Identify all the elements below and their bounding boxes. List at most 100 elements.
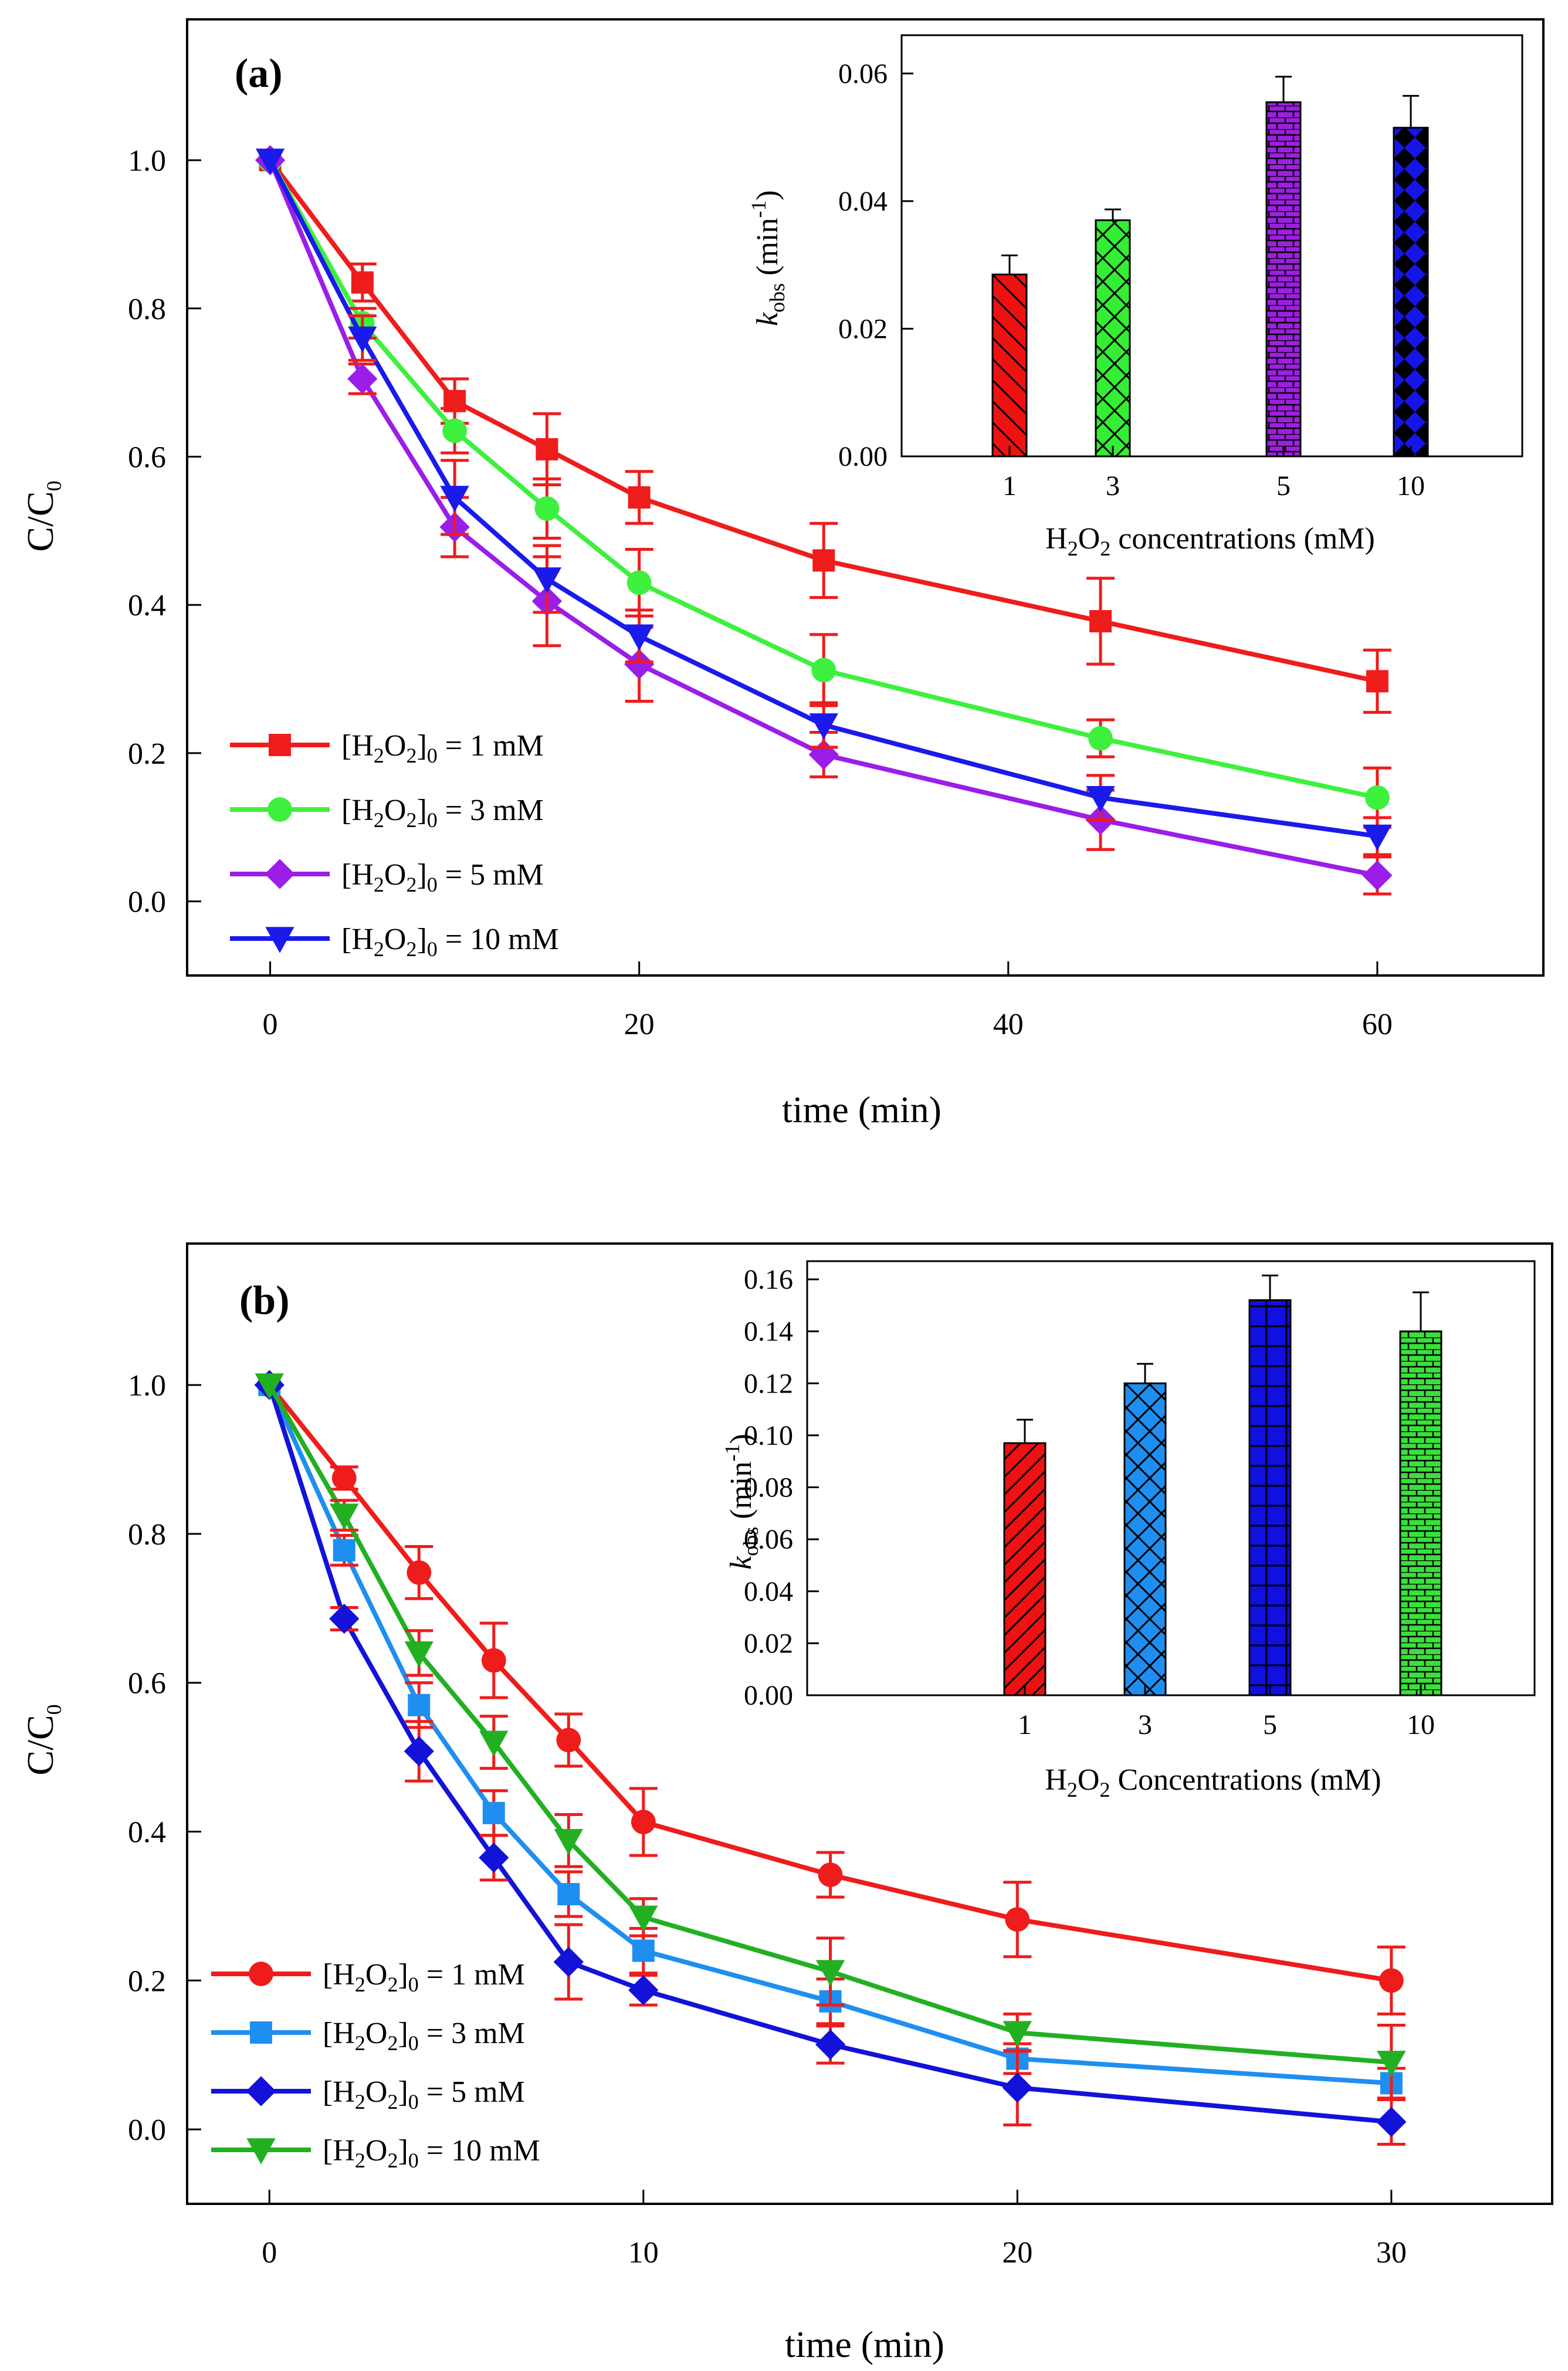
legend-label: [H2O2]0 = 10 mM [341, 923, 559, 961]
marker-triangle [348, 326, 377, 353]
inset-y-tick-label: 0.00 [838, 441, 888, 472]
inset-error-bar [1403, 94, 1419, 128]
legend-part: O [384, 923, 407, 956]
marker-diamond [808, 739, 839, 770]
inset-y-tick-label: 0.00 [744, 1680, 793, 1711]
legend-label: [H2O2]0 = 1 mM [341, 729, 544, 767]
legend-part: O [384, 729, 407, 763]
legend-part: = 10 mM [438, 923, 559, 956]
legend-entry: [H2O2]0 = 10 mM [211, 2134, 540, 2172]
legend-part: 0 [408, 2090, 419, 2113]
legend-part: 2 [374, 873, 384, 896]
marker-square [250, 2021, 272, 2044]
marker-circle [818, 1862, 843, 1888]
legend-entry: [H2O2]0 = 5 mM [230, 858, 544, 896]
marker-triangle [809, 713, 838, 740]
legend-label: [H2O2]0 = 3 mM [341, 794, 544, 832]
inset-error-bar [1262, 1274, 1278, 1300]
marker-square [1366, 670, 1388, 693]
inset-y-tick-label: 0.14 [744, 1316, 793, 1347]
legend-label: [H2O2]0 = 3 mM [323, 2017, 525, 2055]
y-tick-label: 0.6 [128, 441, 166, 475]
marker-triangle [404, 1641, 434, 1668]
legend-part: 2 [387, 2090, 398, 2113]
inset-x-tick-label: 1 [1018, 1709, 1032, 1740]
legend-part: 2 [374, 744, 384, 767]
marker-circle [331, 1465, 357, 1491]
marker-triangle [554, 1828, 583, 1855]
legend-part: ] [416, 858, 426, 892]
inset-error-bar [1017, 1418, 1033, 1444]
legend-part: [H [323, 2075, 355, 2109]
marker-square [333, 1539, 355, 1562]
legend-part: O [384, 858, 407, 892]
inset-error-bar [1001, 254, 1018, 275]
inset-bars: 1 3 5 10 [1003, 1274, 1442, 1740]
marker-triangle [1363, 824, 1392, 851]
y-tick-label: 0.4 [128, 589, 166, 622]
legend-entry: [H2O2]0 = 3 mM [211, 2017, 525, 2055]
marker-square [269, 734, 291, 756]
marker-triangle [255, 1373, 284, 1400]
data-series [258, 1374, 1406, 2100]
x-axis: 0 20 40 60 [263, 961, 1393, 1041]
legend-entry: [H2O2]0 = 10 mM [230, 923, 559, 961]
inset-bar-pattern [991, 273, 1028, 458]
panel-a: (a) 0.00.20.40.60.81.0 0 20 40 60 time (min… [19, 18, 1545, 1130]
x-tick-label: 10 [628, 2236, 659, 2270]
x-tick-label: 60 [1362, 1008, 1393, 1041]
marker-circle [1379, 1968, 1404, 1993]
legend-part: [H [323, 2134, 355, 2167]
legend-part: 0 [427, 744, 438, 767]
legend-part: 2 [387, 2031, 398, 2055]
legend-label: [H2O2]0 = 10 mM [323, 2134, 540, 2172]
marker-circle [1088, 726, 1113, 751]
marker-diamond [1362, 860, 1393, 891]
marker-square [1089, 610, 1112, 633]
legend-entry: [H2O2]0 = 1 mM [230, 729, 544, 767]
legend-part: O [365, 1958, 388, 1991]
marker-triangle [479, 1730, 509, 1757]
marker-triangle [440, 486, 469, 512]
inset-error-bar [1137, 1363, 1153, 1384]
legend-part: 2 [406, 873, 416, 896]
x-axis-title: time (min) [782, 1089, 942, 1130]
panel-label: (a) [235, 51, 283, 96]
legend-part: = 3 mM [419, 2017, 525, 2050]
legend-part: 0 [408, 2031, 419, 2055]
marker-diamond [624, 649, 655, 679]
inset-bar-pattern [1095, 219, 1131, 458]
marker-square [536, 438, 558, 460]
inset-bar-pattern [1123, 1382, 1167, 1696]
legend-entry: [H2O2]0 = 3 mM [230, 794, 544, 832]
legend-part: 2 [374, 937, 384, 961]
legend-part: [H [341, 729, 374, 763]
x-tick-label: 20 [624, 1008, 655, 1041]
marker-diamond [479, 1842, 509, 1873]
legend-part: = 1 mM [438, 729, 544, 763]
inset-chart: 0.00 0.02 0.04 0.06 1 3 5 10 H2O2 concentratio… [747, 34, 1523, 560]
marker-circle [556, 1728, 581, 1753]
inset-error-bar [1105, 208, 1121, 221]
inset-x-tick-label: 1 [1003, 470, 1017, 502]
inset-x-tick-label: 5 [1276, 470, 1291, 502]
marker-diamond [265, 859, 295, 889]
marker-triangle [629, 1905, 658, 1932]
legend-part: ] [416, 923, 426, 956]
y-axis-title: C/C0 [19, 480, 66, 551]
inset-y-tick-label: 0.06 [744, 1524, 793, 1555]
marker-diamond [347, 364, 378, 394]
inset-bar-pattern [1248, 1299, 1292, 1696]
marker-circle [631, 1810, 656, 1834]
legend-part: = 10 mM [419, 2134, 540, 2167]
inset-x-tick-label: 10 [1407, 1709, 1435, 1740]
y-tick-label: 0.6 [128, 1667, 166, 1701]
inset-y-tick-label: 0.02 [744, 1628, 793, 1659]
marker-square [408, 1693, 431, 1716]
legend-part: ] [398, 2017, 408, 2050]
inset-bars: 1 3 5 10 [991, 76, 1429, 502]
marker-square [632, 1939, 655, 1962]
inset-x-axis-title: H2O2 concentrations (mM) [1045, 522, 1375, 560]
marker-square [482, 1801, 505, 1824]
series-line [267, 159, 1378, 878]
